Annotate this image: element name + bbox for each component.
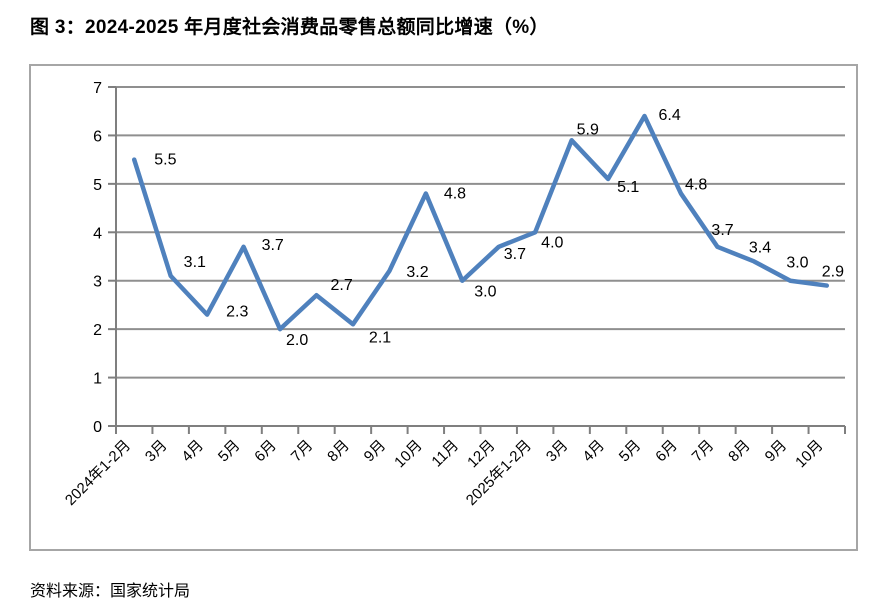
data-point-label: 2.0 [286,332,308,349]
data-point-label: 5.9 [577,121,599,138]
x-tick-label: 10月 [792,437,826,471]
x-tick-label: 4月 [178,437,207,466]
y-tick-label: 7 [93,80,102,97]
x-tick-label: 6月 [251,437,280,466]
y-tick-label: 3 [93,274,102,291]
data-point-label: 5.5 [154,152,176,169]
x-tick-label: 9月 [762,437,791,466]
x-tick-label: 10月 [391,437,425,471]
y-tick-label: 4 [93,225,102,242]
x-tick-label: 2025年1-2月 [463,437,535,509]
data-point-label: 3.7 [504,246,526,263]
y-tick-label: 5 [93,177,102,194]
x-tick-label: 5月 [616,437,645,466]
data-point-label: 5.1 [617,179,639,196]
y-tick-label: 0 [93,419,102,436]
x-tick-label: 3月 [543,437,572,466]
data-point-label: 3.0 [474,284,496,301]
x-tick-label: 5月 [215,437,244,466]
x-tick-label: 8月 [324,437,353,466]
data-point-label: 2.3 [226,304,248,321]
chart-container: 0 1 2 3 4 5 6 7 2024年1-2月 3月 4月 5月 6月 7月 8月 9月 10月 11月 12月… [29,64,858,551]
figure-title: 图 3：2024-2025 年月度社会消费品零售总额同比增速（%） [30,17,549,38]
x-tick-label: 11月 [428,437,462,471]
y-tick-label: 6 [93,128,102,145]
x-tick-label: 4月 [579,437,608,466]
data-point-label: 3.4 [749,239,771,256]
data-line [131,113,830,332]
x-tick-label: 7月 [689,437,718,466]
data-point-label: 3.1 [184,254,206,271]
data-point-label: 3.7 [711,222,733,239]
y-tick-label: 2 [93,322,102,339]
data-point-label: 2.7 [330,277,352,294]
data-point-label: 3.2 [406,264,428,281]
y-tick-label: 1 [93,371,102,388]
data-point-label: 3.0 [786,255,808,272]
source-note: 资料来源：国家统计局 [30,583,191,600]
data-point-label: 2.1 [369,329,391,346]
data-point-label: 2.9 [822,264,844,281]
data-point-label: 3.7 [262,237,284,254]
x-tick-label: 9月 [361,437,390,466]
x-tick-label: 6月 [652,437,681,466]
data-point-label: 6.4 [659,107,681,124]
data-point-label: 4.8 [685,177,707,194]
x-tick-label: 2024年1-2月 [62,437,134,509]
x-tick-label: 8月 [725,437,754,466]
data-point-label: 4.8 [444,186,466,203]
x-tick-label: 3月 [142,437,171,466]
x-tick-label: 7月 [288,437,317,466]
data-point-label: 4.0 [541,234,563,251]
